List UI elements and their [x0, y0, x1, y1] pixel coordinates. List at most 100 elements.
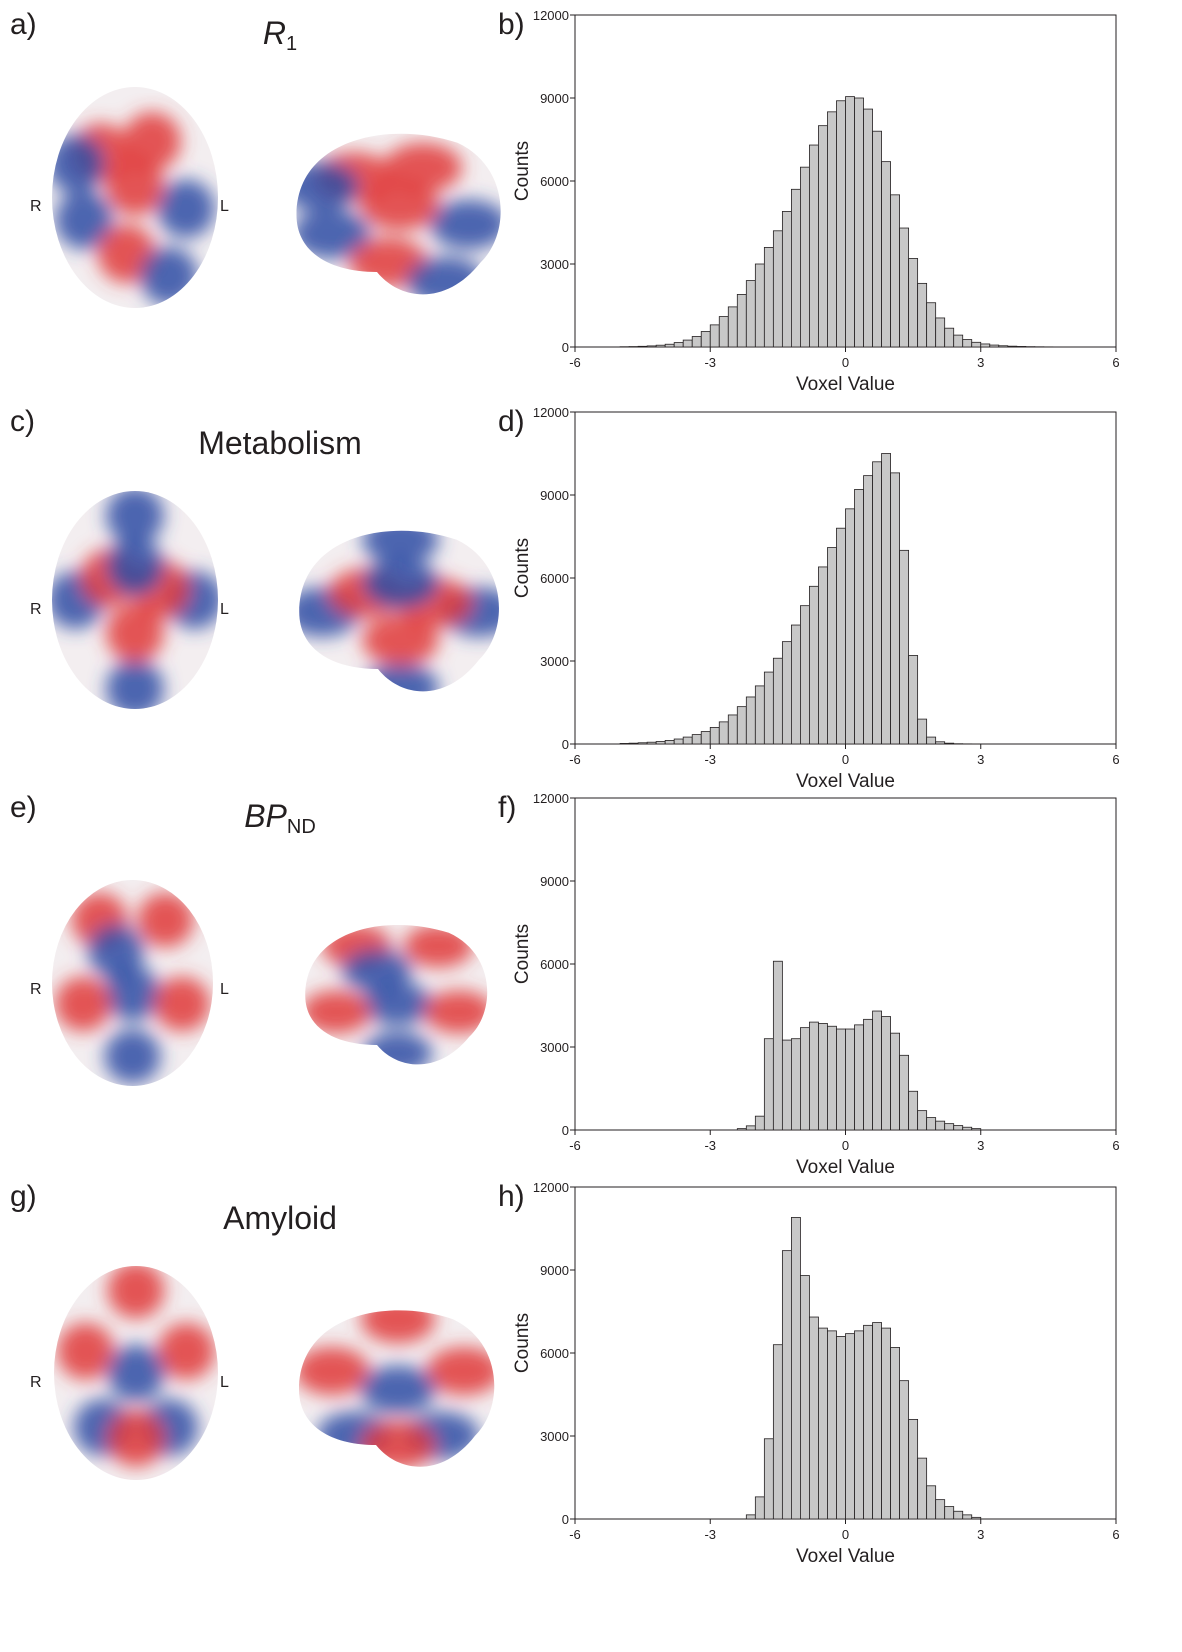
- title-main: R: [262, 15, 286, 51]
- histogram-bar: [953, 334, 964, 348]
- histogram-bar: [881, 453, 891, 745]
- histogram-bar: [800, 1027, 810, 1131]
- histogram-bar: [673, 738, 684, 745]
- y-tick-label: 6000: [540, 1346, 569, 1361]
- y-tick-label: 9000: [540, 488, 569, 503]
- histogram-bar: [745, 280, 756, 348]
- histogram-bar: [899, 1054, 910, 1131]
- panel-label: a): [10, 8, 37, 41]
- x-tick-label: 0: [842, 1138, 849, 1153]
- y-tick-label: 0: [562, 1123, 569, 1138]
- histogram-chart: 0 3000 6000 9000 12000 -6 -3 0 3 6 Voxel Value Coun…: [512, 791, 1120, 1178]
- right-hemisphere-label: R: [30, 601, 42, 618]
- histogram-bar: [1016, 346, 1027, 348]
- histogram-bar: [908, 1418, 919, 1520]
- x-tick-label: -6: [569, 752, 581, 767]
- histogram-bar: [818, 125, 828, 348]
- histogram-bar: [971, 1516, 982, 1520]
- panel-row-3: e) BPND R L f) 0 3000 6000 9000 12000 -6 -3 0 3 6…: [0, 783, 1182, 1183]
- histogram-bar: [691, 734, 702, 745]
- histogram-bar: [890, 194, 901, 348]
- histogram-bar: [790, 188, 801, 348]
- sagittal-brain-image: [299, 1310, 495, 1467]
- histogram-bar: [809, 1021, 819, 1131]
- histogram-bar: [637, 345, 648, 348]
- histogram-bar: [899, 1380, 910, 1520]
- left-hemisphere-label: L: [220, 601, 229, 618]
- y-tick-label: 12000: [533, 405, 569, 420]
- x-tick-label: 6: [1112, 355, 1119, 370]
- histogram-bar: [818, 1327, 828, 1520]
- histogram-bar: [926, 302, 937, 348]
- histogram-bar: [781, 1039, 792, 1131]
- x-tick-label: 0: [842, 752, 849, 767]
- histogram-bar: [818, 1023, 828, 1131]
- histogram-bar: [980, 343, 991, 348]
- y-tick-label: 12000: [533, 8, 569, 23]
- y-tick-label: 9000: [540, 874, 569, 889]
- chart-panel-label: d): [498, 405, 525, 438]
- chart-panel-label: b): [498, 8, 525, 41]
- histogram-bar: [700, 331, 711, 348]
- histogram-bar: [881, 1327, 891, 1520]
- y-axis-label: Counts: [512, 538, 533, 598]
- y-axis-label: Counts: [512, 1313, 533, 1373]
- histogram-bar: [872, 461, 882, 745]
- histogram-bar: [754, 263, 765, 348]
- y-tick-label: 6000: [540, 571, 569, 586]
- x-tick-label: -6: [569, 1138, 581, 1153]
- histogram-bar: [763, 671, 774, 745]
- x-tick-label: 3: [977, 752, 984, 767]
- x-tick-label: 6: [1112, 1527, 1119, 1542]
- y-axis-label: Counts: [512, 141, 533, 201]
- histogram-bar: [655, 344, 666, 348]
- x-tick-label: -6: [569, 355, 581, 370]
- title-main: Metabolism: [198, 425, 362, 461]
- panel-label: c): [10, 405, 35, 438]
- histogram-bar: [809, 585, 819, 745]
- histogram-bar: [863, 1324, 873, 1520]
- right-hemisphere-label: R: [30, 981, 42, 998]
- y-tick-label: 9000: [540, 91, 569, 106]
- title-subscript: 1: [285, 33, 298, 55]
- right-hemisphere-label: R: [30, 1374, 42, 1391]
- histogram-bar: [854, 97, 864, 348]
- left-hemisphere-label: L: [220, 198, 229, 215]
- histogram-bar: [881, 161, 891, 348]
- y-tick-label: 3000: [540, 257, 569, 272]
- histogram-bar: [736, 1128, 747, 1131]
- histogram-bar: [745, 1125, 756, 1131]
- histogram-bar: [745, 696, 756, 745]
- right-hemisphere-label: R: [30, 198, 42, 215]
- title-subscript: ND: [286, 816, 316, 838]
- x-tick-label: 3: [977, 355, 984, 370]
- histogram-bar: [763, 246, 774, 348]
- histogram-bar: [944, 742, 955, 745]
- x-tick-label: 3: [977, 1527, 984, 1542]
- y-tick-label: 3000: [540, 1040, 569, 1055]
- histogram-bar: [646, 741, 657, 745]
- histogram-bar: [935, 317, 946, 348]
- histogram-bar: [935, 1120, 946, 1131]
- x-axis-label: Voxel Value: [796, 1546, 895, 1567]
- histogram-bar: [727, 714, 738, 745]
- histogram-bar: [836, 527, 846, 745]
- x-tick-label: 6: [1112, 1138, 1119, 1153]
- histogram-bar: [800, 166, 810, 348]
- histogram-chart: 0 3000 6000 9000 12000 -6 -3 0 3 6 Voxel Value Coun…: [512, 1180, 1120, 1567]
- histogram-bar: [890, 1347, 901, 1520]
- histogram-bar: [971, 341, 982, 348]
- y-tick-label: 12000: [533, 791, 569, 806]
- x-axis-label: Voxel Value: [796, 771, 895, 792]
- histogram-bar: [863, 1018, 873, 1131]
- histogram-bar: [908, 258, 919, 348]
- x-tick-label: 0: [842, 1527, 849, 1542]
- panel-title: Amyloid: [130, 1200, 430, 1237]
- histogram-bar: [664, 740, 675, 745]
- histogram-bar: [854, 1330, 864, 1520]
- histogram-bar: [736, 706, 747, 745]
- histogram-bar: [763, 1038, 774, 1131]
- histogram-bar: [890, 472, 901, 745]
- histogram-bar: [854, 1024, 864, 1131]
- axial-brain-image: [52, 880, 213, 1086]
